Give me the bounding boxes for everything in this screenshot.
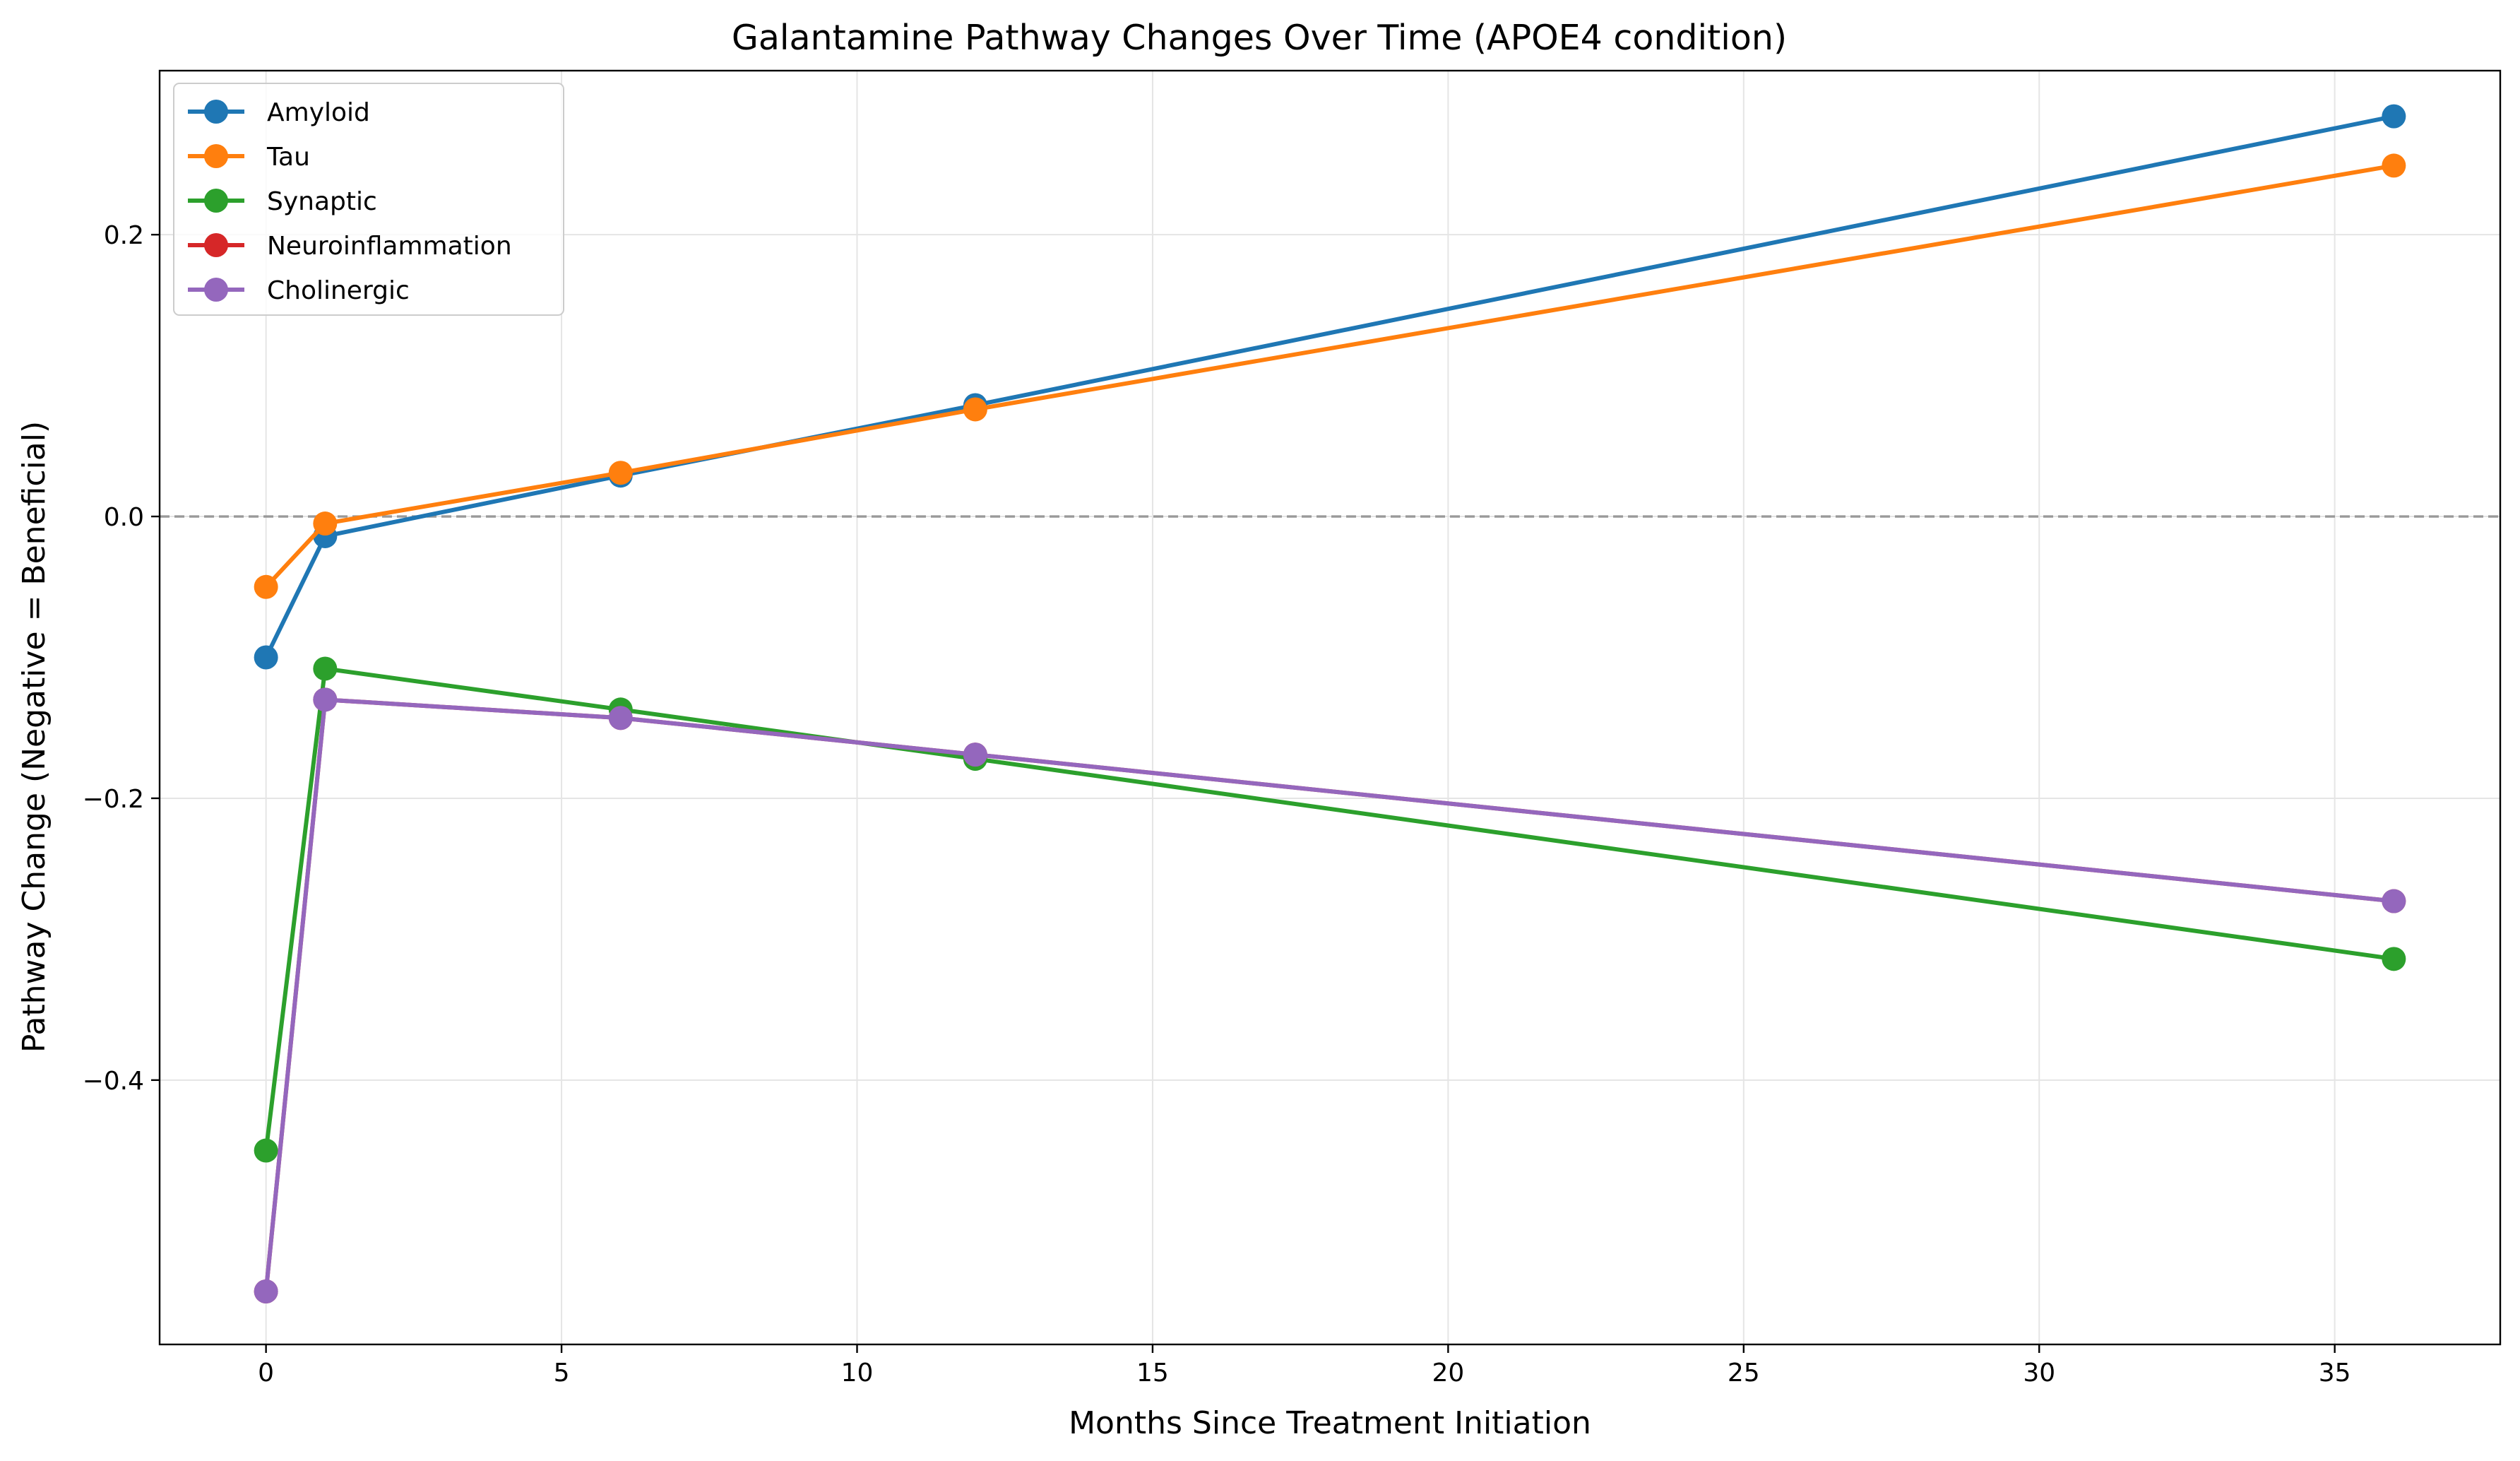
legend: Amyloid Tau Synaptic Neuroinflammation Choli… [173, 83, 564, 316]
y-tick-label: −0.2 [83, 785, 144, 814]
data-point-cholinergic [608, 706, 633, 730]
x-tick-label: 5 [554, 1359, 570, 1388]
legend-label-amyloid: Amyloid [267, 98, 370, 127]
series-cholinergic [254, 687, 2406, 1304]
y-tick-label: 0.2 [104, 221, 144, 250]
y-axis-label: Pathway Change (Negative = Beneficial) [16, 421, 52, 1053]
x-tick-label: 25 [1728, 1359, 1760, 1388]
x-tick-label: 20 [1432, 1359, 1464, 1388]
x-tick-label: 15 [1136, 1359, 1169, 1388]
legend-label-cholinergic: Cholinergic [267, 276, 410, 305]
series-tau [254, 153, 2406, 599]
y-axis: −0.4 −0.2 0.0 0.2 [83, 221, 160, 1096]
legend-box [173, 83, 564, 316]
series-group [254, 104, 2406, 1304]
x-tick-label: 10 [841, 1359, 874, 1388]
data-point-tau [963, 397, 987, 422]
data-point-tau [608, 461, 633, 485]
x-axis-label: Months Since Treatment Initiation [1069, 1405, 1591, 1441]
legend-label-tau: Tau [266, 143, 310, 172]
legend-marker-cholinergic [204, 278, 228, 302]
data-point-cholinergic [963, 743, 987, 767]
x-tick-label: 30 [2023, 1359, 2055, 1388]
data-point-synaptic [2382, 947, 2406, 971]
data-point-tau [2382, 153, 2406, 178]
data-point-tau [313, 511, 338, 536]
chart-title: Galantamine Pathway Changes Over Time (A… [732, 18, 1787, 58]
data-point-synaptic [313, 656, 338, 681]
data-point-cholinergic [313, 687, 338, 712]
legend-marker-synaptic [204, 189, 228, 213]
data-point-synaptic [254, 1138, 278, 1163]
data-point-amyloid [254, 645, 278, 670]
data-point-tau [254, 574, 278, 599]
legend-marker-tau [204, 144, 228, 168]
x-axis: 0 5 10 15 20 25 30 35 [258, 1344, 2351, 1388]
legend-marker-neuroinflammation [204, 233, 228, 257]
legend-label-neuroinflammation: Neuroinflammation [267, 232, 512, 261]
legend-marker-amyloid [204, 100, 228, 124]
y-tick-label: −0.4 [83, 1067, 144, 1096]
x-tick-label: 35 [2319, 1359, 2351, 1388]
y-tick-label: 0.0 [104, 503, 144, 532]
data-point-cholinergic [2382, 889, 2406, 913]
data-point-amyloid [2382, 104, 2406, 129]
data-point-cholinergic [254, 1279, 278, 1304]
plot-frame [158, 69, 2502, 1346]
x-tick-label: 0 [258, 1359, 274, 1388]
legend-label-synaptic: Synaptic [267, 187, 377, 216]
